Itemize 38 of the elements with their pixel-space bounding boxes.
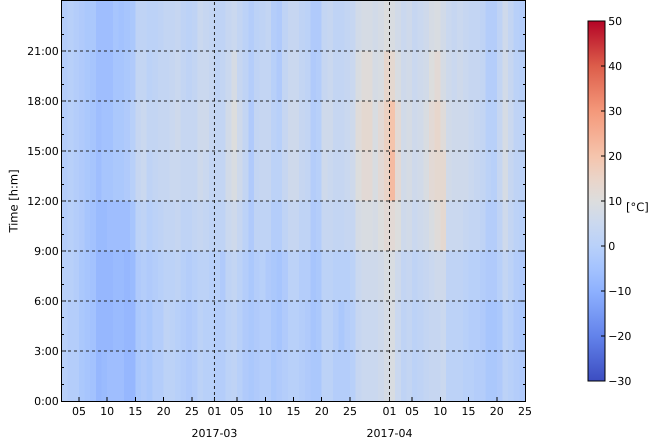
y-tick-label: 3:00	[34, 344, 59, 358]
x-tick-label: 10	[258, 405, 272, 418]
color-bar-title: [°C]	[626, 200, 649, 214]
color-bar-label: 10	[608, 194, 622, 208]
color-bar-label: −20	[608, 330, 632, 343]
x-tick-label: 10	[100, 405, 114, 418]
color-bar-label: 0	[608, 240, 616, 253]
color-bar-label: 20	[608, 150, 622, 163]
y-tick-label: 6:00	[34, 294, 59, 308]
x-tick-label: 20	[490, 405, 504, 418]
x-tick-label: 01	[207, 405, 222, 418]
color-bar-label: −10	[608, 284, 632, 298]
y-tick-label: 18:00	[27, 94, 59, 108]
x-tick-label: 15	[286, 405, 300, 418]
y-tick-label: 15:00	[27, 144, 59, 158]
x-tick-label: 15	[462, 405, 476, 418]
x-tick-label: 05	[405, 405, 420, 418]
y-tick-label: 21:00	[27, 44, 59, 58]
x-tick-label: 20	[314, 405, 329, 418]
x-tick-label: 10	[433, 405, 448, 418]
x-tick-label: 15	[128, 405, 142, 418]
x2-tick-label: 2017-04	[366, 427, 412, 440]
color-bar-label: 50	[608, 14, 622, 28]
x-tick-label: 05	[230, 405, 244, 418]
x-tick-label: 25	[342, 405, 357, 418]
x-tick-label: 25	[184, 405, 199, 418]
y-tick-label: 9:00	[34, 244, 59, 258]
x-tick-label: 05	[72, 405, 86, 418]
x2-tick-label: 2017-03	[191, 427, 238, 440]
color-bar-label: 30	[608, 104, 622, 118]
x-tick-label: 25	[518, 405, 532, 418]
x-tick-label: 20	[156, 405, 171, 418]
y-tick-label: 0:00	[34, 394, 59, 408]
x-tick-label: 01	[382, 405, 396, 418]
color-bar-label: −30	[608, 374, 632, 388]
y-axis-title: Time [h:m]	[6, 169, 21, 234]
y-tick-label: 12:00	[27, 194, 59, 208]
color-bar-label: 40	[608, 60, 622, 73]
